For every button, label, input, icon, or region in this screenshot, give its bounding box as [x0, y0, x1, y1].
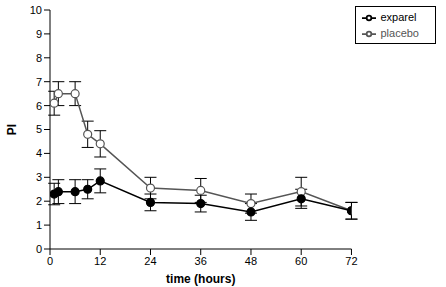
svg-text:0: 0: [47, 255, 53, 267]
svg-text:8: 8: [36, 52, 42, 64]
svg-text:36: 36: [195, 255, 207, 267]
svg-text:4: 4: [36, 147, 42, 159]
svg-text:2: 2: [36, 195, 42, 207]
html-text:exparel: exparel: [380, 11, 417, 23]
svg-text:12: 12: [94, 255, 106, 267]
svg-text:60: 60: [295, 255, 307, 267]
svg-text:9: 9: [36, 28, 42, 40]
svg-text:PI: PI: [8, 124, 19, 135]
svg-text:5: 5: [36, 123, 42, 135]
html-text:placebo: placebo: [380, 27, 419, 40]
svg-text:10: 10: [30, 4, 42, 16]
svg-text:time (hours): time (hours): [166, 272, 235, 286]
svg-text:7: 7: [36, 76, 42, 88]
svg-text:48: 48: [245, 255, 257, 267]
svg-text:3: 3: [36, 171, 42, 183]
svg-text:0: 0: [36, 243, 42, 255]
svg-text:6: 6: [36, 100, 42, 112]
svg-text:72: 72: [345, 255, 357, 267]
svg-text:24: 24: [144, 255, 156, 267]
svg-text:1: 1: [36, 219, 42, 231]
